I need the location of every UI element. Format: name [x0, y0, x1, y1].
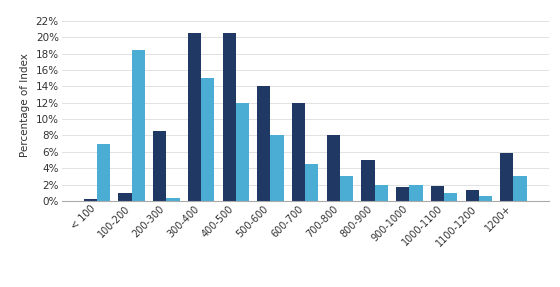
Bar	[375, 185, 388, 201]
Bar	[153, 131, 166, 201]
Bar	[292, 103, 305, 201]
Bar	[396, 187, 409, 201]
Bar	[236, 103, 249, 201]
Bar	[465, 190, 479, 201]
Bar	[201, 78, 214, 201]
Bar	[500, 154, 514, 201]
Bar	[326, 135, 340, 201]
Bar	[431, 186, 444, 201]
Y-axis label: Percentage of Index: Percentage of Index	[20, 53, 30, 157]
Bar	[222, 33, 236, 201]
Bar	[270, 135, 284, 201]
Bar	[305, 164, 319, 201]
Bar	[479, 196, 492, 201]
Bar	[257, 86, 270, 201]
Bar	[409, 185, 423, 201]
Bar	[361, 160, 375, 201]
Bar	[444, 193, 457, 201]
Bar	[97, 144, 110, 201]
Bar	[84, 199, 97, 201]
Bar	[514, 176, 526, 201]
Bar	[340, 176, 353, 201]
Bar	[166, 198, 180, 201]
Bar	[119, 193, 132, 201]
Bar	[132, 50, 145, 201]
Bar	[188, 33, 201, 201]
